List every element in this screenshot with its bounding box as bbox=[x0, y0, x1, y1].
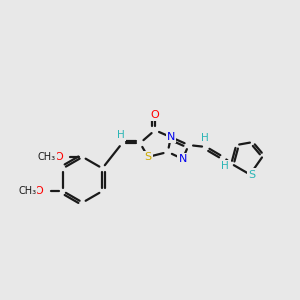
Text: H: H bbox=[201, 133, 208, 143]
Text: O: O bbox=[151, 110, 159, 120]
Text: CH₃: CH₃ bbox=[18, 186, 36, 196]
Text: S: S bbox=[248, 169, 256, 179]
Text: CH₃: CH₃ bbox=[38, 152, 56, 162]
Text: S: S bbox=[145, 152, 152, 162]
Text: O: O bbox=[55, 152, 63, 162]
Text: N: N bbox=[178, 154, 187, 164]
Text: N: N bbox=[167, 132, 175, 142]
Text: O: O bbox=[35, 186, 44, 196]
Text: H: H bbox=[117, 130, 125, 140]
Text: H: H bbox=[221, 161, 229, 171]
